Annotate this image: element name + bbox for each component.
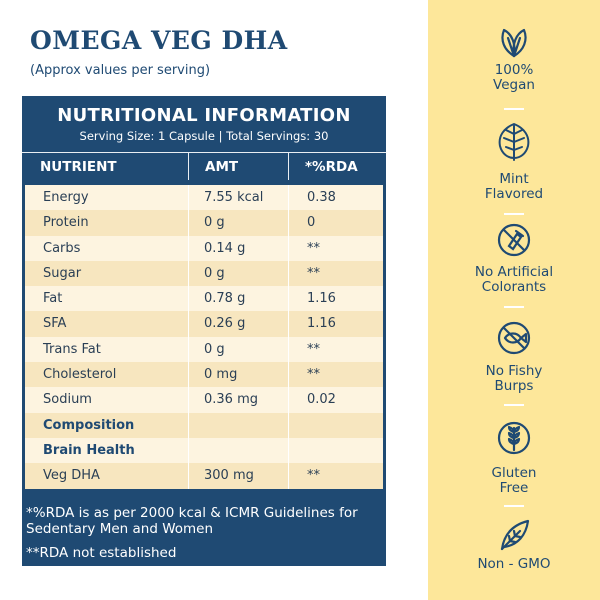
amt-cell <box>188 412 288 438</box>
amt-cell: 0 mg <box>188 362 288 388</box>
amt-cell: 0.26 g <box>188 311 288 337</box>
amt-cell: 0 g <box>188 210 288 236</box>
feature-line: Burps <box>494 378 534 394</box>
no-colorants-icon <box>497 223 531 257</box>
table-row: Veg DHA 300 mg ** <box>25 463 383 489</box>
feature-sidebar: 100% Vegan Mint Flavored No Artificial C… <box>428 0 600 600</box>
table-row: Sodium 0.36 mg 0.02 <box>25 387 383 413</box>
amt-cell: 0.78 g <box>188 286 288 312</box>
rda-cell: 0.38 <box>288 185 383 211</box>
panel-title: NUTRITIONAL INFORMATION <box>57 105 351 126</box>
rda-cell: ** <box>288 235 383 261</box>
nutrient-cell: Carbs <box>43 240 81 256</box>
amt-cell <box>188 437 288 464</box>
feature-label-mint: Mint Flavored <box>428 172 600 202</box>
feature-line: Gluten <box>491 465 537 481</box>
rda-cell <box>288 412 383 438</box>
feature-label-fishy: No Fishy Burps <box>428 364 600 394</box>
rda-cell: ** <box>288 463 383 489</box>
table-row: Carbs 0.14 g ** <box>25 235 383 261</box>
wheat-icon <box>497 421 531 455</box>
feature-label-colorants: No Artificial Colorants <box>428 265 600 295</box>
table-row: Sugar 0 g ** <box>25 260 383 287</box>
table-row: SFA 0.26 g 1.16 <box>25 311 383 337</box>
divider <box>504 213 524 215</box>
table-row: Trans Fat 0 g ** <box>25 336 383 363</box>
feature-line: 100% <box>494 62 534 78</box>
panel-header: NUTRITIONAL INFORMATION Serving Size: 1 … <box>22 96 386 152</box>
rda-cell <box>288 437 383 464</box>
column-header-amt: AMT <box>188 152 288 180</box>
rda-cell: 0.02 <box>288 387 383 413</box>
serving-info: Serving Size: 1 Capsule | Total Servings… <box>79 129 329 143</box>
rda-not-established-note: **RDA not established <box>26 545 177 561</box>
amt-cell: 0.14 g <box>188 235 288 261</box>
nutrient-cell: Sodium <box>43 392 92 408</box>
table-row: Cholesterol 0 mg ** <box>25 362 383 388</box>
feature-line: No Artificial <box>474 264 554 280</box>
column-header-rda: *%RDA <box>288 152 386 180</box>
no-fish-icon <box>497 321 531 355</box>
table-row-section: Composition <box>25 412 383 438</box>
nutrient-cell: SFA <box>43 316 67 332</box>
nutrient-cell: Cholesterol <box>43 367 117 383</box>
page-subtitle: (Approx values per serving) <box>30 63 211 78</box>
page-title: OMEGA VEG DHA <box>30 26 288 55</box>
mint-leaf-icon <box>498 123 530 161</box>
rda-cell: ** <box>288 260 383 287</box>
nutrient-cell: Sugar <box>43 265 82 281</box>
amt-cell: 300 mg <box>188 463 288 489</box>
feature-label-vegan: 100% Vegan <box>428 63 600 93</box>
column-header-nutrient: NUTRIENT <box>22 152 188 180</box>
nutrient-cell: Energy <box>43 190 89 205</box>
table-row: Fat 0.78 g 1.16 <box>25 286 383 312</box>
table-row-section: Brain Health <box>25 437 383 464</box>
divider <box>504 505 524 507</box>
rda-cell: 1.16 <box>288 311 383 337</box>
divider <box>504 306 524 308</box>
section-label: Composition <box>43 417 135 433</box>
section-label: Brain Health <box>43 442 135 458</box>
leaf-icon <box>500 519 530 551</box>
amt-cell: 0 g <box>188 260 288 287</box>
feature-label-gluten: Gluten Free <box>428 466 600 496</box>
feature-line: Non - GMO <box>477 556 551 572</box>
rda-cell: 1.16 <box>288 286 383 312</box>
feature-line: No Fishy <box>485 363 543 379</box>
rda-cell: ** <box>288 362 383 388</box>
feature-line: Vegan <box>493 77 535 93</box>
feature-line: Mint <box>499 171 529 187</box>
divider <box>504 108 524 110</box>
amt-cell: 7.55 kcal <box>188 185 288 211</box>
feature-label-gmo: Non - GMO <box>428 557 600 572</box>
rda-footnote: *%RDA is as per 2000 kcal & ICMR Guideli… <box>26 505 358 537</box>
rda-cell: ** <box>288 336 383 363</box>
divider <box>504 404 524 406</box>
nutrient-cell: Veg DHA <box>43 468 100 484</box>
nutrition-panel: NUTRITIONAL INFORMATION Serving Size: 1 … <box>22 96 386 566</box>
leaves-icon <box>501 28 527 58</box>
table-row: Energy 7.55 kcal 0.38 <box>25 185 383 211</box>
nutrient-cell: Protein <box>43 215 89 231</box>
feature-line: Colorants <box>481 279 547 295</box>
feature-line: Flavored <box>484 186 544 202</box>
nutrient-cell: Fat <box>43 291 63 307</box>
amt-cell: 0 g <box>188 336 288 363</box>
rda-cell: 0 <box>288 210 383 236</box>
nutrient-cell: Trans Fat <box>43 341 101 357</box>
feature-line: Free <box>499 480 529 496</box>
amt-cell: 0.36 mg <box>188 387 288 413</box>
